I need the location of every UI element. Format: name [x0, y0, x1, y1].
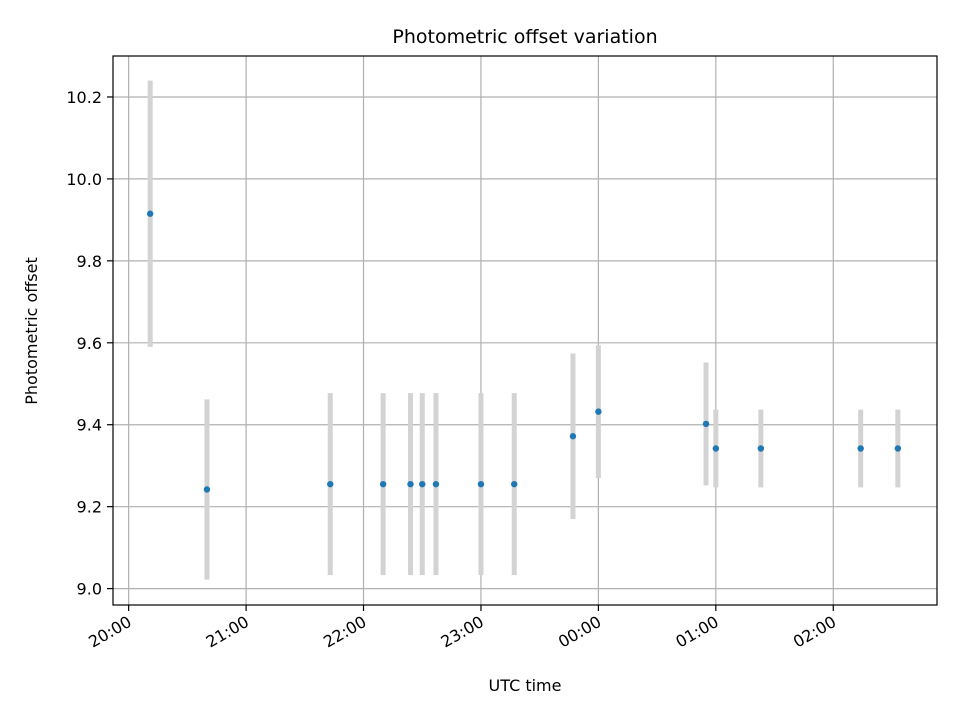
y-axis: 9.0 9.2 9.4 9.6 9.8 10.0 10.2: [66, 88, 113, 599]
data-point: [146, 210, 154, 217]
data-point: [327, 480, 334, 488]
x-tick-label: 01:00: [672, 612, 721, 652]
y-tick-label: 9.4: [77, 416, 102, 435]
data-points: [146, 210, 902, 493]
grid: [113, 56, 937, 605]
data-point: [477, 480, 485, 488]
data-point: [379, 480, 387, 488]
y-tick-label: 10.2: [66, 88, 102, 107]
x-tick-label: 23:00: [438, 612, 487, 652]
data-point: [569, 433, 577, 440]
data-point: [712, 445, 720, 452]
data-point: [407, 480, 414, 488]
x-axis-title: UTC time: [489, 676, 562, 695]
y-axis-title: Photometric offset: [22, 257, 41, 405]
plot-frame: [112, 55, 938, 606]
data-point: [511, 480, 518, 488]
data-point: [203, 486, 211, 493]
x-axis: 20:00 21:00 22:00 23:00 00:00 01:00 02:00: [85, 605, 839, 652]
x-tick-label: 22:00: [320, 612, 369, 652]
x-tick-label: 02:00: [790, 612, 839, 652]
y-tick-label: 9.6: [77, 334, 102, 353]
y-tick-label: 10.0: [66, 170, 102, 189]
y-tick-label: 9.0: [77, 580, 102, 599]
data-point: [432, 480, 440, 488]
data-point: [595, 408, 602, 415]
x-tick-label: 21:00: [203, 612, 252, 652]
x-tick-label: 20:00: [85, 612, 134, 652]
chart-title: Photometric offset variation: [392, 26, 657, 48]
error-bars: [147, 80, 901, 580]
data-point: [857, 445, 864, 452]
x-tick-label: 00:00: [555, 612, 604, 652]
y-tick-label: 9.8: [77, 252, 102, 271]
data-point: [419, 480, 426, 488]
y-tick-label: 9.2: [77, 498, 102, 517]
data-point: [894, 445, 902, 452]
data-point: [757, 445, 765, 452]
data-point: [702, 420, 710, 428]
